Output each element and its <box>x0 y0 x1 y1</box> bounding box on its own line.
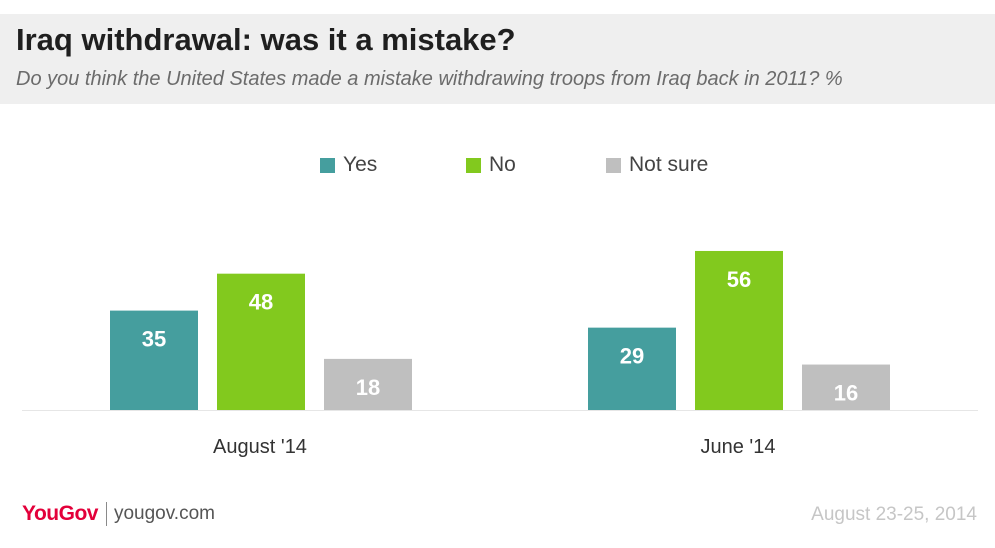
page-subtitle: Do you think the United States made a mi… <box>16 68 843 90</box>
legend-label-no: No <box>489 153 516 176</box>
page-title: Iraq withdrawal: was it a mistake? <box>16 22 516 57</box>
data-label-no-0: 48 <box>249 290 273 315</box>
data-label-no-1: 56 <box>727 267 751 292</box>
legend-swatch-not-sure <box>606 157 621 173</box>
data-label-not-sure-0: 18 <box>356 375 380 400</box>
footer-logo: YouGov yougov.com <box>22 500 215 528</box>
bar-yes-0 <box>110 310 198 410</box>
legend-swatch-yes <box>320 157 335 173</box>
bar-yes-1 <box>588 327 676 410</box>
category-label-1: June '14 <box>701 436 776 458</box>
survey-date: August 23-25, 2014 <box>811 504 977 525</box>
legend-item-not-sure: Not sure <box>606 152 708 178</box>
legend-item-no: No <box>466 152 516 178</box>
legend: Yes No Not sure <box>0 152 995 178</box>
bar-not-sure-1 <box>802 364 890 410</box>
bar-no-1 <box>695 250 783 410</box>
yougov-logo: YouGov <box>22 502 98 525</box>
site-url: yougov.com <box>113 503 215 524</box>
bar-no-0 <box>217 273 305 410</box>
legend-label-yes: Yes <box>343 153 378 176</box>
bar-not-sure-0 <box>324 358 412 410</box>
legend-swatch-no <box>466 157 481 173</box>
legend-item-yes: Yes <box>320 152 377 178</box>
data-label-not-sure-1: 16 <box>834 381 858 406</box>
logo-divider <box>105 502 107 526</box>
bar-chart: 35 48 18 August '14 29 56 16 June '14 <box>22 250 978 458</box>
header-band <box>0 14 995 104</box>
legend-label-not-sure: Not sure <box>629 153 709 176</box>
data-label-yes-0: 35 <box>142 327 166 352</box>
category-label-0: August '14 <box>213 436 307 458</box>
data-label-yes-1: 29 <box>620 344 644 369</box>
